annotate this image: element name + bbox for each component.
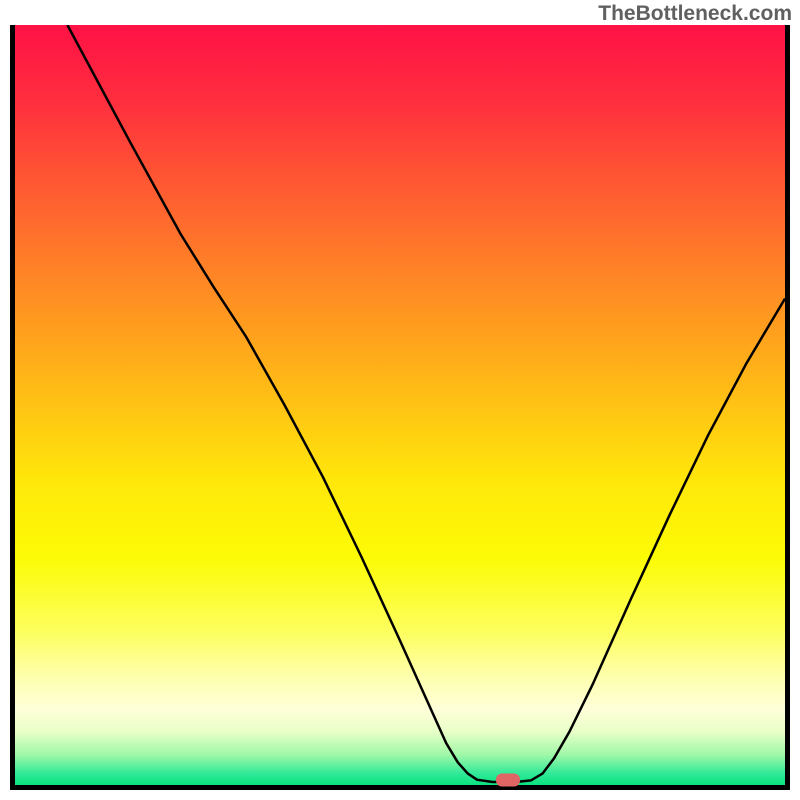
bottleneck-curve xyxy=(67,25,785,782)
watermark-text: TheBottleneck.com xyxy=(598,2,792,26)
optimal-marker xyxy=(496,774,520,787)
chart-container: { "watermark": { "text": "TheBottleneck.… xyxy=(0,0,800,800)
plot-area xyxy=(10,25,790,790)
curve-layer xyxy=(15,25,785,785)
